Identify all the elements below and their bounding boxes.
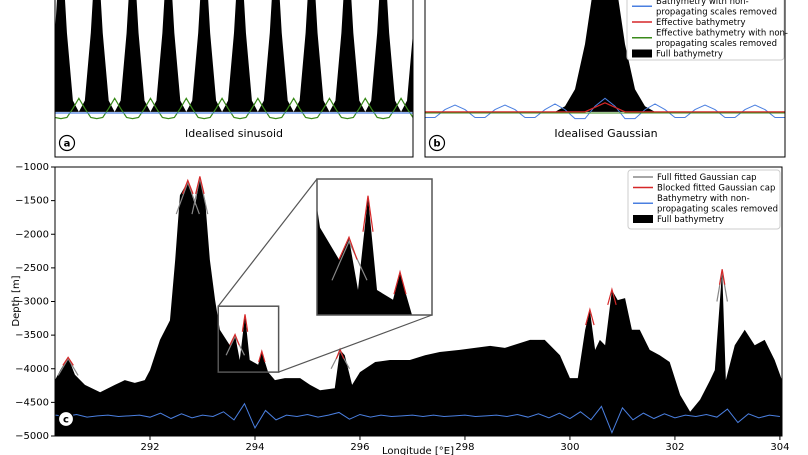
x-tick-label: 302 xyxy=(665,442,684,453)
series-line xyxy=(425,102,785,113)
y-tick-label: −2500 xyxy=(15,263,49,274)
inset-connector xyxy=(278,314,433,373)
y-axis-label: Depth [m] xyxy=(11,275,22,326)
panel-letter: c xyxy=(63,415,69,426)
y-tick-label: −2000 xyxy=(15,229,49,240)
legend-label: Full fitted Gaussian cap xyxy=(657,173,757,183)
x-tick-label: 298 xyxy=(455,442,474,453)
y-tick-label: −4000 xyxy=(15,364,49,375)
panel-caption: Idealised Gaussian xyxy=(554,127,657,140)
x-tick-label: 304 xyxy=(770,442,789,453)
plot-frame xyxy=(54,0,414,158)
plot-frame xyxy=(54,166,783,437)
series-line xyxy=(331,239,368,281)
y-tick-label: −5000 xyxy=(15,431,49,442)
bathymetry-area xyxy=(55,0,413,112)
y-tick-label: −3000 xyxy=(15,297,49,308)
y-tick-label: −4500 xyxy=(15,397,49,408)
legend-label: Bathymetry with non-propagating scales r… xyxy=(657,194,778,215)
series-line xyxy=(55,97,413,120)
panel-letter: a xyxy=(64,139,71,150)
bathymetry-area xyxy=(425,0,785,112)
x-tick-label: 294 xyxy=(245,442,264,453)
legend-label: Effective bathymetry xyxy=(656,18,746,28)
legend-label: Full bathymetry xyxy=(656,49,723,59)
panel-letter-circle xyxy=(58,134,76,152)
x-axis-label: Longitude [°E] xyxy=(382,446,454,455)
inset-connector xyxy=(217,178,318,307)
series-line xyxy=(338,195,407,295)
x-tick-label: 292 xyxy=(140,442,159,453)
series-line xyxy=(425,97,785,120)
panel-letter-circle xyxy=(428,134,446,152)
legend-box xyxy=(626,0,785,61)
series-line xyxy=(55,402,780,434)
inset-region xyxy=(217,305,280,373)
panel-caption: Idealised sinusoid xyxy=(185,127,283,140)
legend-label: Bathymetry with non-propagating scales r… xyxy=(656,0,777,17)
plot-frame xyxy=(424,0,786,158)
x-tick-label: 296 xyxy=(350,442,369,453)
y-tick-label: −1000 xyxy=(15,162,49,173)
legend-swatch xyxy=(632,49,652,58)
panel-letter: b xyxy=(433,139,440,150)
inset-frame xyxy=(316,178,433,316)
legend-label: Full bathymetry xyxy=(657,215,724,225)
legend-swatch xyxy=(633,215,653,223)
y-tick-label: −1500 xyxy=(15,196,49,207)
legend-label: Blocked fitted Gaussian cap xyxy=(657,183,775,193)
legend-label: Effective bathymetry with non-propagatin… xyxy=(656,28,788,49)
legend-box xyxy=(627,169,781,230)
y-tick-label: −3500 xyxy=(15,330,49,341)
panel-letter-circle xyxy=(57,410,75,428)
x-tick-label: 300 xyxy=(560,442,579,453)
